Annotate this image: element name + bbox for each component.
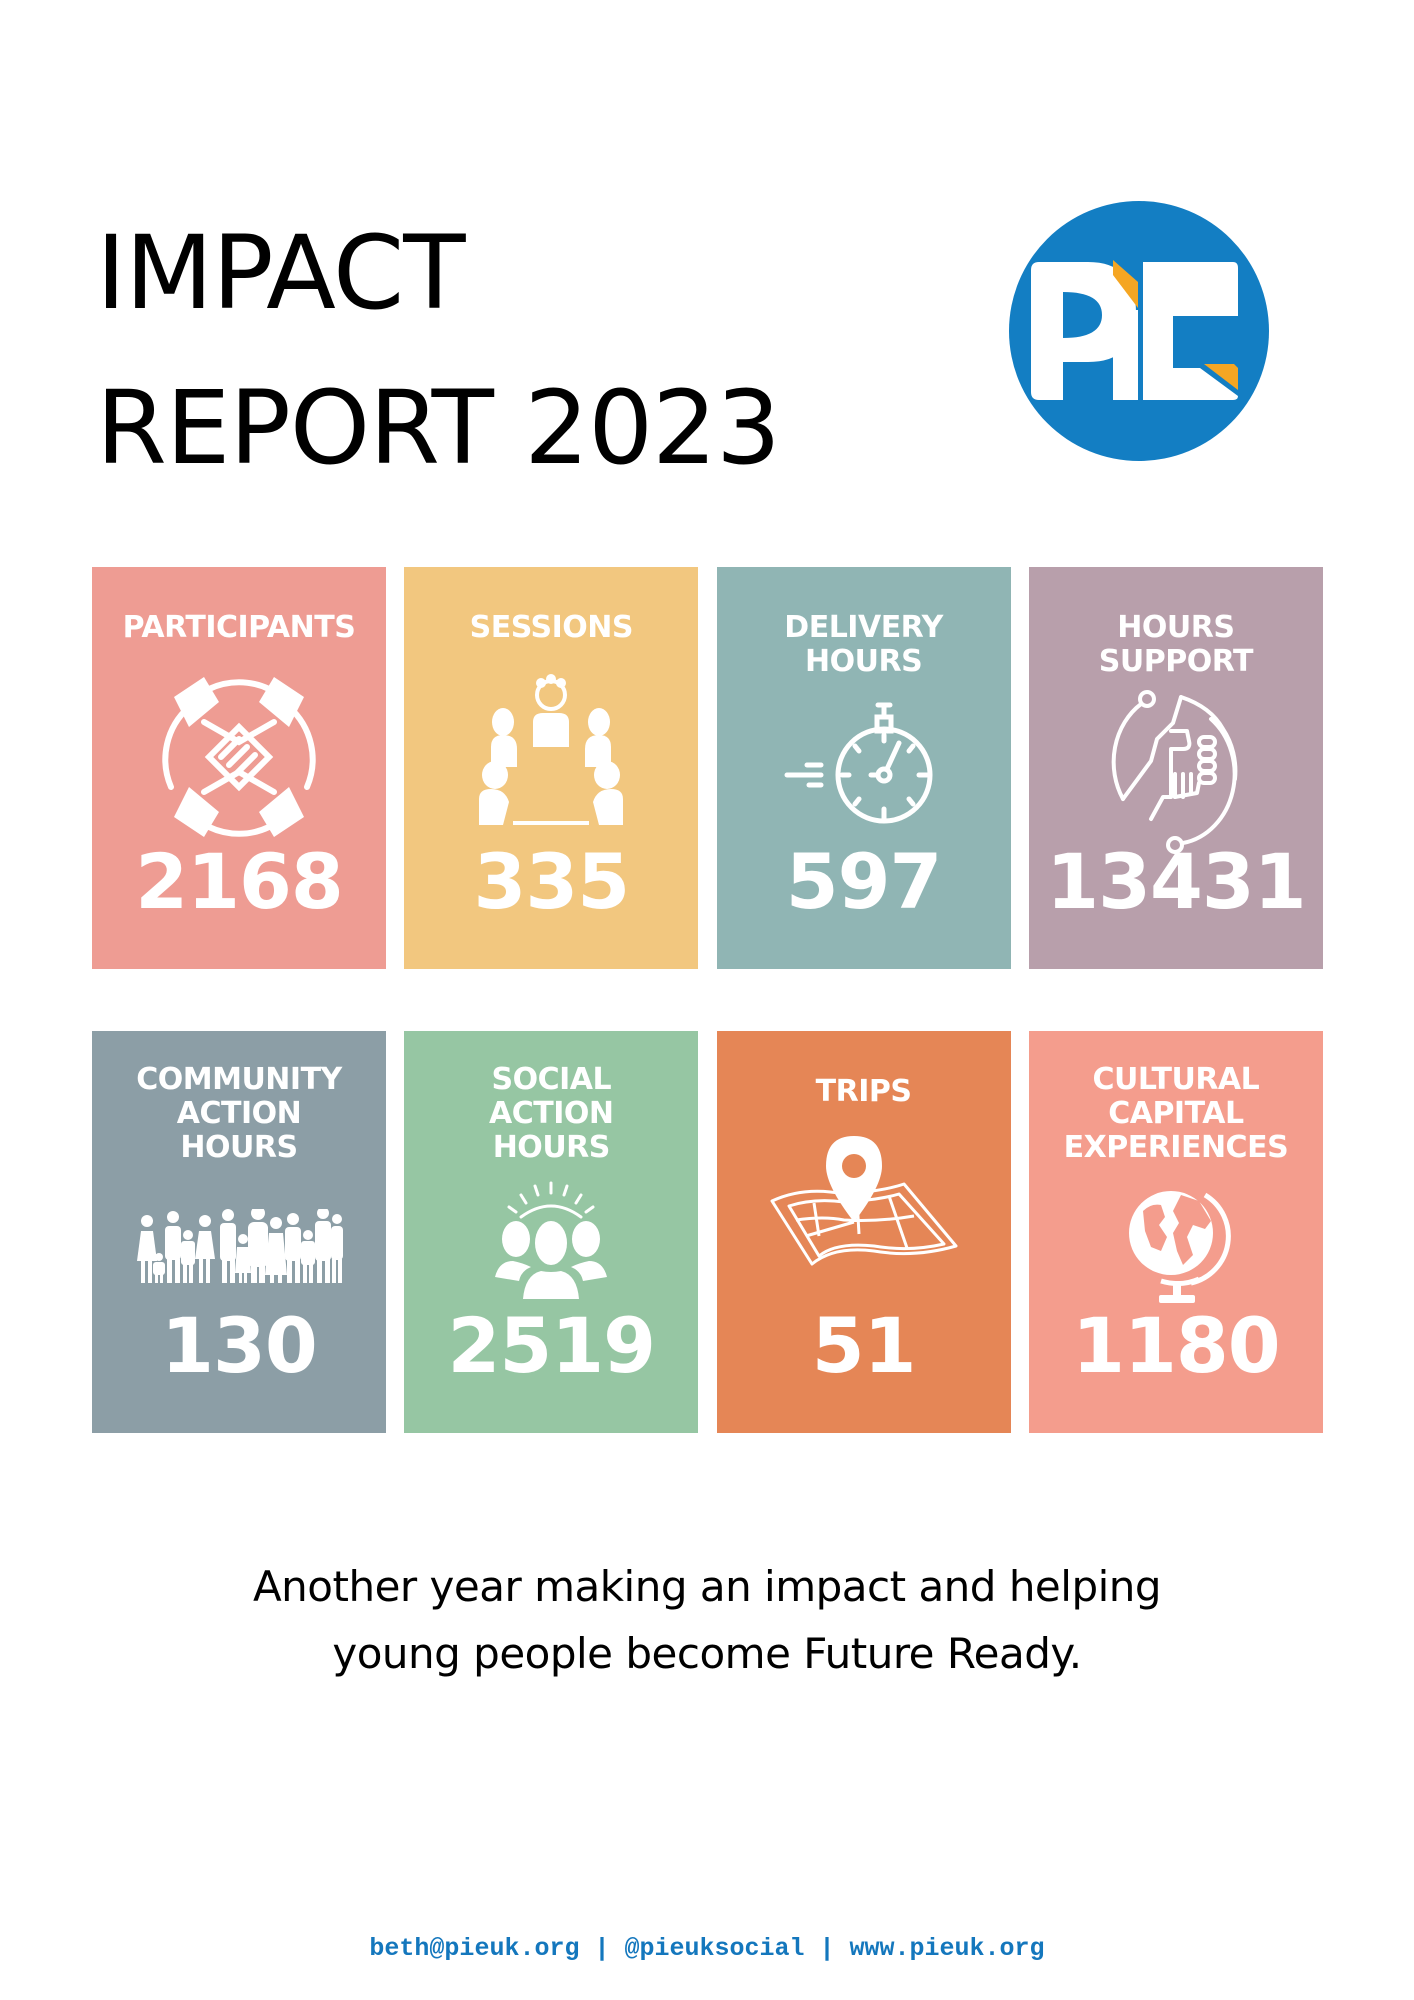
stat-card-participants: PARTICIPANTS 2168 — [92, 567, 386, 969]
stat-label: SESSIONS — [404, 611, 698, 645]
stat-value: 51 — [811, 1301, 917, 1390]
title-line-2: REPORT 2023 — [96, 369, 781, 488]
stat-label-line: EXPERIENCES — [1063, 1130, 1289, 1165]
page-title: IMPACT REPORT 2023 — [96, 196, 781, 506]
stats-grid: PARTICIPANTS 2168 SESSIONS — [92, 567, 1323, 1433]
stat-card-hours-support: HOURS SUPPORT 13431 — [1028, 567, 1323, 969]
stat-label-line: SOCIAL — [491, 1062, 612, 1097]
stat-label: SOCIAL ACTION HOURS — [404, 1063, 698, 1165]
hands-together-icon — [149, 667, 329, 852]
stat-card-trips: TRIPS 51 — [716, 1031, 1011, 1433]
stat-label-line: ACTION — [489, 1096, 614, 1131]
email-link[interactable]: beth@pieuk.org — [369, 1934, 580, 1963]
stat-label-line: HOURS — [805, 644, 923, 679]
stat-label-line: HOURS — [492, 1130, 611, 1165]
helping-hand-icon — [1111, 689, 1241, 864]
stat-value: 1180 — [1072, 1301, 1281, 1390]
meeting-table-icon — [461, 667, 641, 852]
stat-card-sessions: SESSIONS 335 — [404, 567, 699, 969]
stat-label: PARTICIPANTS — [92, 611, 386, 645]
stat-value: 2519 — [447, 1301, 657, 1390]
stat-label-line: COMMUNITY — [136, 1062, 342, 1097]
map-pin-icon — [764, 1136, 964, 1291]
group-idea-icon — [491, 1181, 611, 1306]
stat-label: COMMUNITY ACTION HOURS — [92, 1063, 386, 1165]
globe-icon — [1121, 1181, 1231, 1316]
pie-logo-icon — [1009, 201, 1269, 461]
stat-card-delivery-hours: DELIVERY HOURS — [716, 567, 1011, 969]
stat-label-line: ACTION — [176, 1096, 302, 1131]
stat-label-line: SESSIONS — [469, 610, 634, 645]
stat-label: CULTURAL CAPITAL EXPERIENCES — [1029, 1063, 1323, 1165]
stat-card-community-action-hours: COMMUNITY ACTION HOURS 130 — [92, 1031, 386, 1433]
tagline-line-2: young people become Future Ready. — [332, 1629, 1082, 1678]
footer-separator: | — [579, 1934, 625, 1963]
tagline-line-1: Another year making an impact and helpin… — [252, 1562, 1162, 1611]
website-link[interactable]: www.pieuk.org — [849, 1934, 1045, 1963]
social-handle-link[interactable]: @pieuksocial — [624, 1934, 805, 1963]
footer-separator: | — [804, 1934, 850, 1963]
stat-value: 13431 — [1046, 837, 1306, 926]
crowd-icon — [133, 1206, 345, 1294]
pie-logo — [1008, 200, 1270, 462]
stat-label: DELIVERY HOURS — [717, 611, 1011, 679]
stat-value: 2168 — [135, 837, 344, 926]
stat-label: HOURS SUPPORT — [1029, 611, 1323, 679]
contact-footer: beth@pieuk.org | @pieuksocial | www.pieu… — [0, 1934, 1414, 1963]
stopwatch-icon — [779, 695, 949, 840]
stat-label: TRIPS — [717, 1075, 1011, 1109]
stat-label-line: CAPITAL — [1108, 1096, 1244, 1131]
stat-value: 597 — [785, 837, 943, 926]
stat-value: 130 — [161, 1301, 318, 1390]
stat-label-line: SUPPORT — [1098, 644, 1254, 679]
stat-card-social-action-hours: SOCIAL ACTION HOURS — [404, 1031, 699, 1433]
title-line-1: IMPACT — [96, 214, 466, 333]
stat-label-line: PARTICIPANTS — [122, 610, 356, 645]
stat-label-line: TRIPS — [815, 1074, 912, 1109]
stat-label-line: DELIVERY — [784, 610, 943, 645]
stat-card-cultural-capital-experiences: CULTURAL CAPITAL EXPERIENCES 1180 — [1028, 1031, 1323, 1433]
stat-label-line: HOURS — [180, 1130, 298, 1165]
stat-label-line: HOURS — [1117, 610, 1235, 645]
stat-label-line: CULTURAL — [1092, 1062, 1260, 1097]
stat-value: 335 — [473, 837, 630, 926]
tagline: Another year making an impact and helpin… — [0, 1553, 1414, 1687]
